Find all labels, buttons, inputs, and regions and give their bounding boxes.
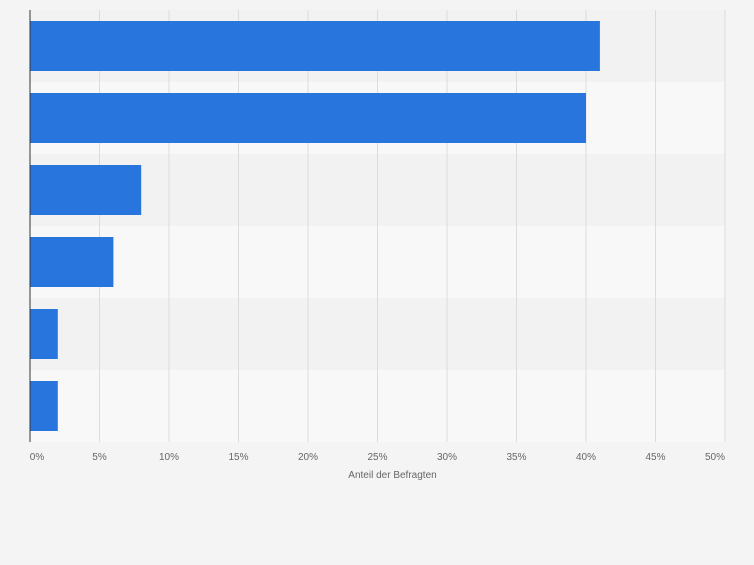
x-tick-label: 40%	[576, 452, 596, 463]
bar[interactable]	[30, 165, 142, 215]
x-tick-label: 30%	[437, 452, 457, 463]
bar[interactable]	[30, 237, 114, 287]
x-tick-label: 15%	[228, 452, 248, 463]
bar[interactable]	[30, 93, 586, 143]
x-tick-label: 5%	[92, 452, 107, 463]
bar[interactable]	[30, 309, 58, 359]
x-tick-label: 10%	[159, 452, 179, 463]
x-tick-label: 45%	[645, 452, 665, 463]
bar[interactable]	[30, 21, 600, 71]
x-tick-label: 0%	[30, 452, 45, 463]
x-tick-labels: 0% 5% 10% 15% 20% 25% 30% 35% 40% 45% 50%	[30, 452, 725, 463]
bars	[30, 21, 600, 431]
grid-lines	[99, 10, 726, 442]
x-axis-label: Anteil der Befragten	[348, 470, 436, 481]
x-tick-label: 35%	[506, 452, 526, 463]
x-tick-label: 20%	[298, 452, 318, 463]
bar[interactable]	[30, 381, 58, 431]
x-tick-label: 25%	[367, 452, 387, 463]
x-tick-label: 50%	[705, 452, 725, 463]
